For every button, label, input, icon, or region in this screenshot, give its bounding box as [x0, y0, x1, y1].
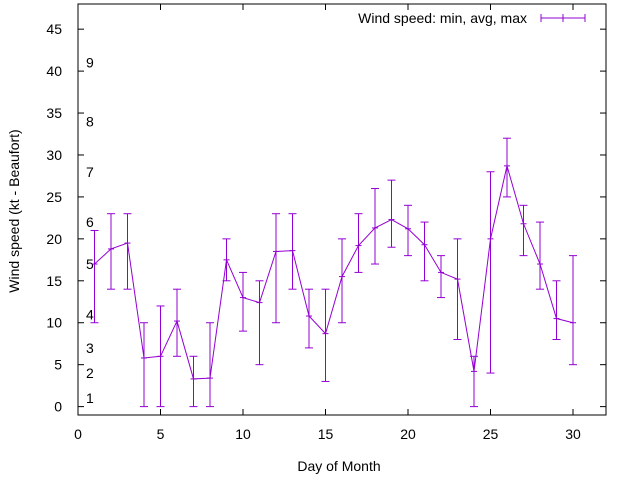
beaufort-label: 2	[86, 365, 94, 381]
y-tick-label: 5	[54, 357, 62, 373]
x-tick-label: 15	[318, 426, 334, 442]
beaufort-label: 5	[86, 256, 94, 272]
y-tick-label: 45	[46, 21, 62, 37]
y-tick-label: 40	[46, 63, 62, 79]
legend-label: Wind speed: min, avg, max	[358, 10, 527, 26]
beaufort-label: 6	[86, 214, 94, 230]
y-axis-label: Wind speed (kt - Beaufort)	[6, 129, 22, 292]
beaufort-label: 4	[86, 306, 94, 322]
y-tick-label: 30	[46, 147, 62, 163]
x-axis-label: Day of Month	[297, 458, 380, 474]
plot-frame	[77, 3, 607, 416]
y-tick-label: 20	[46, 231, 62, 247]
x-tick-label: 30	[565, 426, 581, 442]
x-tick-label: 20	[400, 426, 416, 442]
x-tick-label: 5	[157, 426, 165, 442]
avg-line	[94, 165, 574, 380]
y-tick-label: 0	[54, 399, 62, 415]
y-tick-label: 10	[46, 315, 62, 331]
beaufort-label: 9	[86, 55, 94, 71]
beaufort-label: 8	[86, 113, 94, 129]
y-tick-label: 15	[46, 273, 62, 289]
beaufort-label: 1	[86, 390, 94, 406]
y-tick-label: 35	[46, 105, 62, 121]
beaufort-label: 7	[86, 164, 94, 180]
x-tick-label: 0	[74, 426, 82, 442]
beaufort-label: 3	[86, 340, 94, 356]
x-tick-label: 10	[235, 426, 251, 442]
x-tick-label: 25	[483, 426, 499, 442]
y-tick-label: 25	[46, 189, 62, 205]
